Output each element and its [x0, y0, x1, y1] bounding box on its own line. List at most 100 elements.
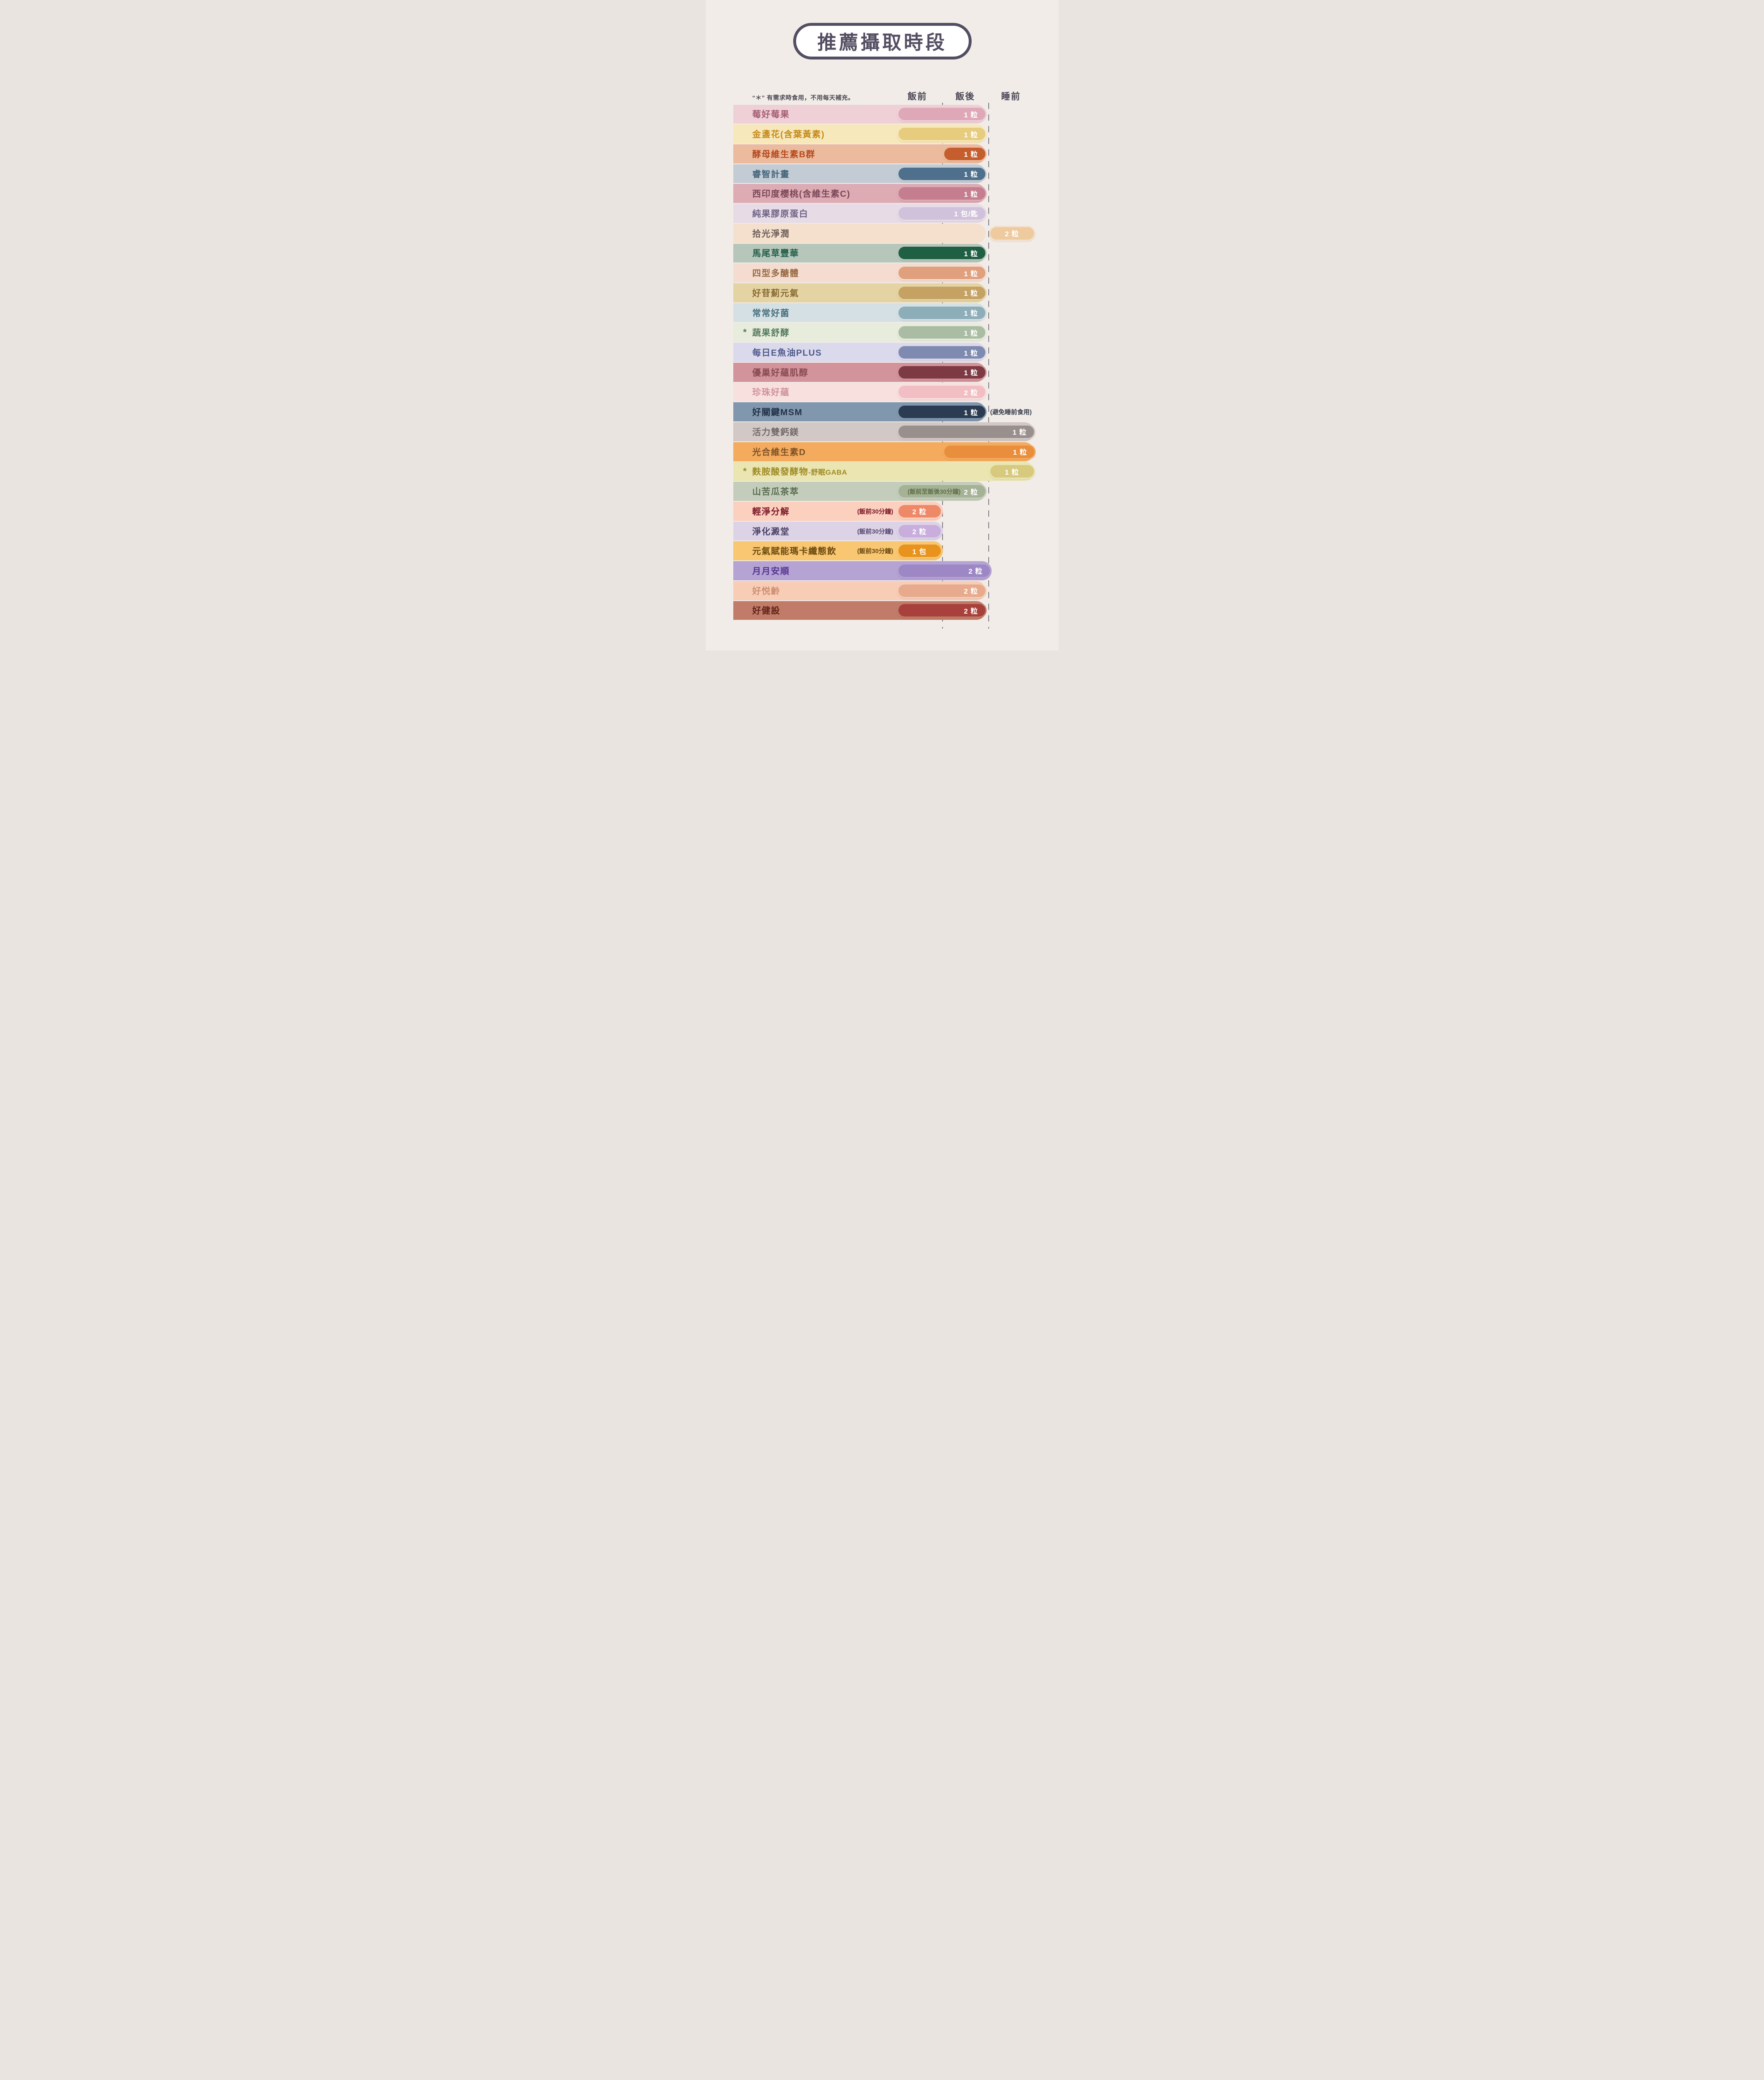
table-row-15: 珍珠好蘊 2 粒 [733, 382, 987, 402]
dose-quantity: 1 粒 [964, 329, 978, 337]
intake-time-pill: 1 粒 [897, 106, 987, 122]
product-name: 淨化澱堂 [752, 527, 790, 537]
dose-quantity: 1 粒 [964, 349, 978, 357]
intake-time-pill: 1 粒 [897, 126, 987, 142]
intake-time-pill: 1 粒 [989, 464, 1035, 479]
product-name: 四型多醣體 [752, 269, 799, 279]
intake-time-pill: 1 粒 [897, 285, 987, 300]
intake-time-pill: 2 粒 [897, 583, 987, 598]
table-row-16: 好關鍵MSM 1 粒 (避免睡前食用) [733, 402, 1032, 422]
product-name: 光合維生素D [752, 447, 806, 457]
asterisk-marker: * [743, 327, 747, 338]
dose-quantity: 1 粒 [964, 310, 978, 318]
product-name: 拾光淨潤 [752, 229, 790, 239]
table-row-17: 活力雙鈣鎂 1 粒 [733, 422, 1035, 441]
product-name: 酵母維生素B群 [752, 149, 816, 159]
table-row-8: 馬尾草豐華 1 粒 [733, 243, 987, 263]
dose-quantity: 1 粒 [964, 151, 978, 159]
timing-sub-note: (飯前30分鐘) [857, 528, 893, 535]
table-row-21: 輕淨分解 (飯前30分鐘) 2 粒 [733, 501, 943, 521]
before-sleep-divider-line [988, 103, 990, 629]
product-name: 馬尾草豐華 [752, 249, 799, 259]
intake-time-pill: (飯前至飯後30分鐘) 2 粒 [897, 484, 987, 499]
dose-quantity: 1 包 [912, 547, 927, 556]
timing-sub-note: (飯前30分鐘) [857, 547, 893, 555]
product-name: 常常好菌 [752, 308, 790, 318]
intake-time-pill: 1 粒 [897, 305, 987, 320]
legend-note: “＊” 有需求時食用，不用每天補充。 [752, 95, 854, 102]
product-name: 珍珠好蘊 [752, 388, 790, 398]
supplement-intake-chart: 推薦攝取時段 “＊” 有需求時食用，不用每天補充。 飯前 飯後 睡前 莓好莓果 … [705, 0, 1059, 651]
product-name: 好健設 [752, 606, 780, 616]
dose-quantity: 2 粒 [964, 587, 978, 596]
product-name: 元氣賦能瑪卡纖態飲 [752, 547, 836, 557]
intake-time-pill: 2 粒 [897, 563, 991, 578]
dose-quantity: 1 包/匙 [954, 210, 978, 218]
asterisk-marker: * [743, 466, 747, 477]
table-row-26: 好健設 2 粒 [733, 601, 987, 620]
dose-quantity: 2 粒 [1004, 230, 1019, 238]
product-name: 月月安順 [752, 566, 790, 576]
timing-sub-note: (飯前30分鐘) [857, 508, 893, 515]
intake-time-pill: 1 粒 [897, 265, 987, 281]
pill-timing-note: (飯前至飯後30分鐘) [908, 488, 961, 495]
product-name: 好苷薊元氣 [752, 288, 799, 298]
column-header-before-meal: 飯前 [907, 92, 927, 102]
dose-quantity: 1 粒 [964, 409, 978, 417]
product-name: 西印度櫻桃(含維生素C) [752, 189, 851, 199]
intake-time-pill: 2 粒 [897, 384, 987, 400]
intake-time-pill: 2 粒 [897, 503, 942, 519]
table-row-19: * 麩胺酸發酵物-舒眠GABA 1 粒 [733, 462, 1035, 481]
dose-quantity: 1 粒 [964, 270, 978, 278]
intake-time-pill: 1 粒 [943, 146, 987, 161]
product-name: 莓好莓果 [752, 110, 790, 120]
product-name: 好關鍵MSM [752, 408, 803, 418]
table-row-6: 純果膠原蛋白 1 包/匙 [733, 204, 987, 223]
intake-time-pill: 1 包 [897, 543, 942, 559]
product-name: 輕淨分解 [752, 507, 790, 517]
intake-time-pill: 1 粒 [897, 186, 987, 201]
dose-quantity: 2 粒 [968, 567, 983, 576]
page-title: 推薦攝取時段 [817, 32, 947, 53]
column-header-before-sleep: 睡前 [1001, 92, 1021, 102]
table-row-13: 每日E魚油PLUS 1 粒 [733, 343, 987, 362]
dose-quantity: 2 粒 [912, 508, 927, 516]
dose-quantity: 2 粒 [964, 488, 978, 496]
dose-quantity: 1 粒 [964, 290, 978, 298]
table-row-25: 好悦齡 2 粒 [733, 581, 987, 600]
table-row-20: 山苦瓜茶萃 (飯前至飯後30分鐘) 2 粒 [733, 482, 987, 501]
product-name: 金盞花(含葉黃素) [752, 130, 825, 140]
table-row-12: * 蔬果舒酵 1 粒 [733, 323, 987, 342]
table-row-1: 莓好莓果 1 粒 [733, 104, 987, 124]
dose-quantity: 1 粒 [964, 111, 978, 119]
intake-time-pill: 1 粒 [897, 404, 987, 420]
table-row-9: 四型多醣體 1 粒 [733, 263, 987, 283]
dose-quantity: 1 粒 [964, 190, 978, 198]
product-name: 蔬果舒酵 [752, 328, 790, 338]
product-name: 活力雙鈣鎂 [752, 427, 799, 437]
table-row-22: 淨化澱堂 (飯前30分鐘) 2 粒 [733, 521, 943, 541]
product-name: 山苦瓜茶萃 [752, 487, 799, 497]
intake-time-pill: 1 粒 [897, 345, 987, 360]
intake-time-pill: 1 粒 [943, 444, 1036, 459]
intake-time-pill: 1 包/匙 [897, 206, 987, 221]
product-name: 麩胺酸發酵物-舒眠GABA [752, 467, 847, 477]
intake-time-pill: 1 粒 [897, 166, 987, 181]
product-name: 睿智計畫 [752, 169, 790, 179]
page-title-box: 推薦攝取時段 [793, 23, 972, 59]
product-name: 優巢好蘊肌醇 [752, 368, 809, 378]
table-row-18: 光合維生素D 1 粒 [733, 442, 1036, 461]
intake-time-pill: 1 粒 [897, 364, 987, 380]
intake-time-pill: 1 粒 [897, 325, 987, 340]
dose-quantity: 1 粒 [1012, 428, 1027, 437]
dose-quantity: 1 粒 [964, 171, 978, 179]
table-row-23: 元氣賦能瑪卡纖態飲 (飯前30分鐘) 1 包 [733, 541, 943, 561]
product-name: 好悦齡 [752, 586, 780, 596]
table-row-4: 睿智計畫 1 粒 [733, 164, 987, 183]
table-row-2: 金盞花(含葉黃素) 1 粒 [733, 124, 987, 144]
intake-time-pill: 1 粒 [897, 424, 1035, 439]
dose-quantity: 1 粒 [964, 369, 978, 377]
dose-quantity: 1 粒 [964, 250, 978, 258]
table-row-10: 好苷薊元氣 1 粒 [733, 283, 987, 302]
intake-time-pill: 2 粒 [989, 225, 1035, 241]
